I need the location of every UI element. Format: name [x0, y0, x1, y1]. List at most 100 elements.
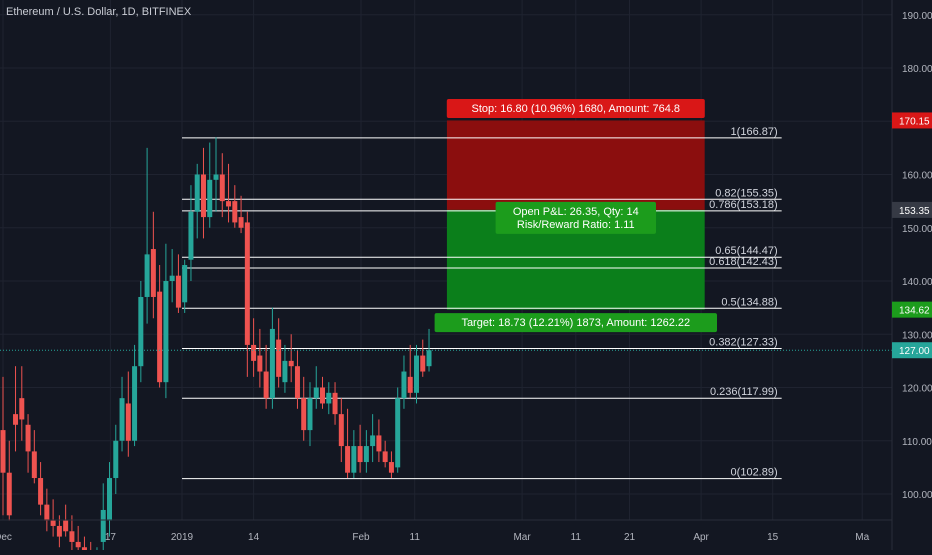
- price-tick-label: 110.00: [902, 437, 932, 448]
- price-tag: [892, 342, 932, 359]
- candle-body: [326, 392, 332, 404]
- candle-body: [395, 398, 401, 468]
- fib-label: 0.82(155.35): [715, 187, 777, 199]
- candle-body: [370, 435, 376, 447]
- candle-body: [200, 174, 206, 218]
- price-tag: [892, 201, 932, 218]
- price-tag-label: 134.62: [899, 306, 930, 317]
- fib-label: 0.65(144.47): [715, 245, 777, 257]
- candle-body: [207, 179, 213, 218]
- fib-label: 0.786(153.18): [709, 199, 778, 211]
- time-tick-label: 15: [767, 532, 779, 543]
- price-tick-label: 130.00: [902, 330, 932, 341]
- candle-body: [238, 217, 244, 228]
- candle-body: [338, 414, 344, 447]
- candle-body: [413, 355, 419, 393]
- candle-body: [169, 275, 175, 281]
- candle-body: [401, 371, 407, 399]
- candle-body: [13, 414, 19, 425]
- candle-body: [50, 520, 56, 526]
- candle-body: [382, 451, 388, 463]
- fib-label: 0.5(134.88): [721, 296, 777, 308]
- pnl-label-text: Risk/Reward Ratio: 1.11: [517, 219, 635, 231]
- candle-body: [357, 446, 363, 463]
- time-tick-label: Ma: [855, 532, 869, 543]
- candle-body: [144, 254, 150, 297]
- pnl-label-bg: [495, 201, 656, 234]
- candle-body: [276, 339, 282, 377]
- candle-body: [213, 174, 219, 180]
- price-tick-label: 180.00: [902, 64, 932, 75]
- candle-body: [44, 504, 50, 521]
- candle-body: [426, 350, 432, 367]
- price-tag-label: 170.15: [899, 116, 930, 127]
- candle-body: [19, 398, 25, 420]
- candle-body: [351, 446, 357, 473]
- stop-label-bg: [446, 98, 705, 118]
- time-tick-label: 11: [571, 532, 582, 543]
- candle-body: [125, 403, 131, 441]
- candle-body: [0, 430, 6, 473]
- candle-body: [345, 446, 351, 473]
- time-tick-label: 2019: [171, 532, 194, 543]
- time-tick-label: 17: [105, 532, 117, 543]
- candle-body: [69, 531, 75, 542]
- candle-body: [113, 440, 119, 479]
- time-tick-label: Mar: [513, 532, 531, 543]
- target-label: Target: 18.73 (12.21%) 1873, Amount: 126…: [434, 313, 717, 333]
- candle-body: [138, 296, 144, 367]
- price-tick-label: 160.00: [902, 171, 932, 182]
- candle-body: [175, 275, 181, 308]
- fib-label: 0.236(117.99): [710, 386, 778, 398]
- fib-label: 0(102.89): [731, 467, 778, 479]
- candle-body: [376, 435, 382, 452]
- candle-body: [75, 541, 81, 548]
- price-tag-label: 153.35: [899, 206, 930, 217]
- time-axis: Dec 17 2019 14 Feb 11 Mar 11 21 Apr 15 Ma: [0, 519, 892, 543]
- candle-body: [269, 328, 275, 399]
- pnl-label-text: Open P&L: 26.35, Qty: 14: [513, 206, 639, 218]
- price-tick-label: 140.00: [902, 277, 932, 288]
- candle-body: [320, 387, 326, 404]
- candle-body: [163, 281, 169, 383]
- stop-zone: [446, 120, 705, 210]
- time-tick-label: 14: [248, 532, 260, 543]
- target-label-bg: [434, 313, 717, 333]
- target-label-text: Target: 18.73 (12.21%) 1873, Amount: 126…: [461, 317, 690, 329]
- candle-body: [150, 249, 156, 297]
- candle-body: [244, 222, 250, 345]
- candle-body: [313, 387, 319, 399]
- candle-body: [232, 201, 238, 223]
- candle-body: [100, 509, 106, 542]
- price-tick-label: 120.00: [902, 384, 932, 395]
- candle-body: [388, 462, 394, 473]
- candle-body: [363, 446, 369, 463]
- candle-body: [107, 478, 113, 521]
- candle-body: [25, 424, 31, 452]
- candle-body: [182, 265, 188, 303]
- candle-body: [63, 520, 69, 532]
- candle-body: [420, 355, 426, 372]
- symbol-title: Ethereum / U.S. Dollar, 1D, BITFINEX: [6, 6, 192, 18]
- price-tag: [892, 112, 932, 129]
- candle-body: [257, 355, 263, 372]
- candle-body: [282, 360, 288, 383]
- time-tick-label: Feb: [352, 532, 370, 543]
- price-axis: 100.00 110.00 120.00 130.00 140.00 150.00 160.…: [891, 0, 932, 550]
- fib-label: 0.618(142.43): [709, 256, 778, 268]
- candles: [0, 137, 432, 555]
- candle-body: [56, 525, 62, 537]
- time-tick-label: Dec: [0, 532, 12, 543]
- stop-label: Stop: 16.80 (10.96%) 1680, Amount: 764.8: [446, 98, 705, 118]
- candle-body: [219, 174, 225, 202]
- candle-body: [188, 211, 194, 260]
- candle-body: [194, 174, 200, 212]
- stop-label-text: Stop: 16.80 (10.96%) 1680, Amount: 764.8: [472, 103, 681, 115]
- time-tick-label: 21: [624, 532, 636, 543]
- time-tick-label: Apr: [693, 532, 709, 543]
- candle-body: [263, 371, 269, 399]
- candle-body: [132, 366, 138, 441]
